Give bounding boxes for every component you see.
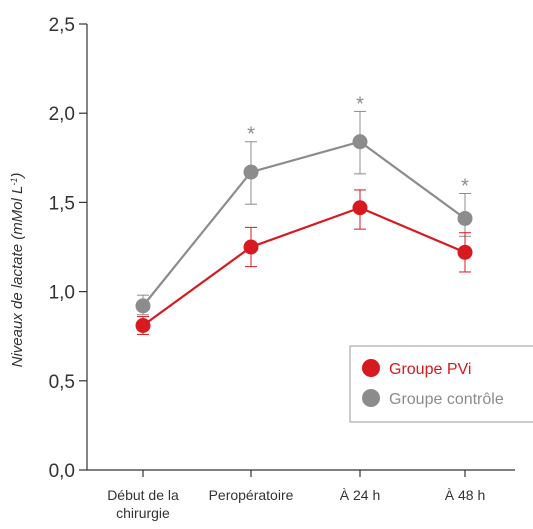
y-axis-title-main: Niveaux de lactate (mMol L	[9, 186, 26, 368]
series-0	[135, 110, 473, 316]
y-axis-title: Niveaux de lactate (mMol L-1)	[9, 173, 26, 368]
x-tick-label-line: À 24 h	[340, 487, 380, 503]
series-1	[135, 189, 473, 335]
series-layer	[135, 110, 473, 335]
significance-markers: * * *	[247, 93, 469, 197]
data-point	[352, 200, 368, 216]
legend: Groupe PVi Groupe contrôle	[349, 345, 533, 423]
y-tick-label: 0,5	[49, 372, 75, 393]
data-point	[243, 239, 259, 255]
significance-star: *	[461, 175, 469, 197]
x-tick-label-line: Début de la	[107, 487, 179, 503]
x-axis: Début de la chirurgie Peropératoire À 24 h À…	[87, 469, 515, 521]
y-tick-label: 2,0	[49, 104, 75, 125]
y-tick-label: 2,5	[49, 15, 75, 36]
y-tick-label: 1,0	[49, 283, 75, 304]
data-point	[243, 164, 259, 180]
legend-box	[349, 345, 533, 423]
y-tick-label: 1,5	[49, 193, 75, 214]
y-axis-title-superscript: -1	[9, 178, 19, 186]
legend-marker-pvi	[362, 359, 380, 377]
x-tick-label-line: À 48 h	[445, 487, 485, 503]
data-point	[457, 244, 473, 260]
y-axis-title-close: )	[9, 173, 26, 180]
data-point	[135, 298, 151, 314]
y-tick-label: 0,0	[49, 461, 75, 482]
data-point	[352, 134, 368, 150]
significance-star: *	[247, 124, 255, 146]
legend-label-pvi: Groupe PVi	[389, 361, 471, 378]
series-line	[142, 206, 466, 327]
series-line	[142, 140, 466, 307]
x-tick-label-line: Peropératoire	[209, 487, 294, 503]
significance-star: *	[356, 93, 364, 115]
legend-label-controle: Groupe contrôle	[389, 391, 504, 408]
x-tick-label-line: chirurgie	[116, 505, 170, 521]
y-axis: 0,0 0,5 1,0 1,5 2,0 2,5	[49, 15, 88, 482]
legend-marker-controle	[362, 389, 380, 407]
data-point	[457, 210, 473, 226]
data-point	[135, 317, 151, 333]
x-tick-label: Peropératoire	[209, 487, 294, 503]
x-tick-label: Début de la chirurgie	[107, 487, 179, 521]
x-tick-label: À 48 h	[445, 487, 485, 503]
x-tick-label: À 24 h	[340, 487, 380, 503]
